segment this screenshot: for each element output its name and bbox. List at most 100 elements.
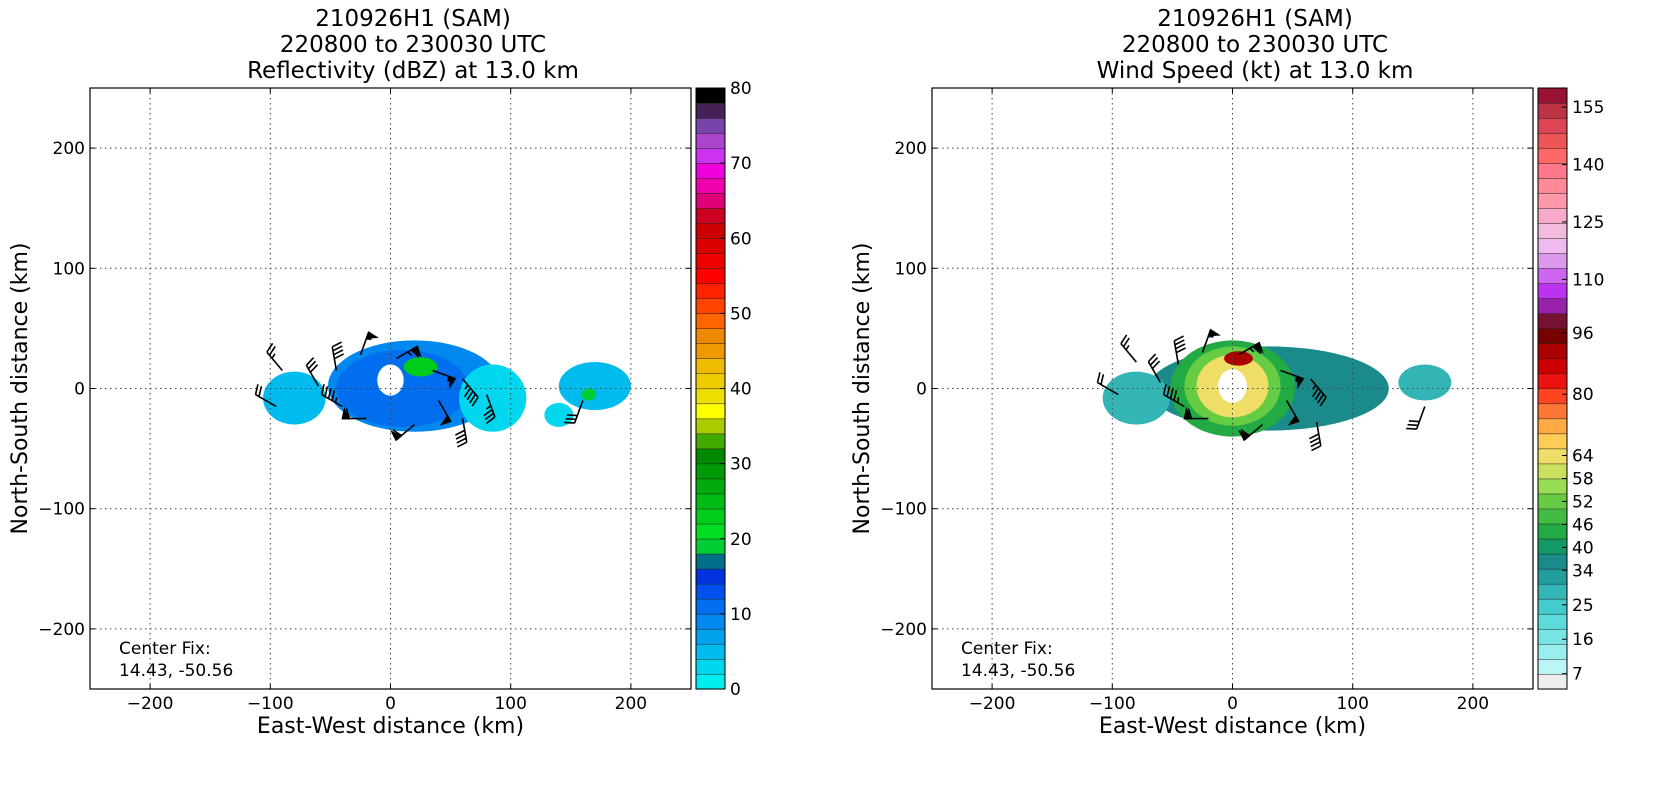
wind-barb: [1285, 400, 1300, 426]
barb-full: [471, 396, 479, 407]
colorbar-segment: [1537, 478, 1568, 495]
wind-barb: [1238, 341, 1264, 356]
barb-flag: [365, 331, 379, 339]
colorbar-segment: [1537, 268, 1568, 284]
y-tick-label: −200: [880, 620, 927, 640]
barb-flag: [1207, 328, 1221, 337]
colorbar-segment: [695, 298, 726, 314]
colorbar-segment: [1537, 87, 1568, 104]
colorbar-segment: [1537, 598, 1568, 615]
barb-full: [1240, 429, 1250, 437]
barb-full: [1311, 445, 1322, 452]
barb-staff: [573, 400, 584, 424]
barb-full: [1162, 384, 1167, 395]
barb-full: [566, 414, 578, 417]
colorbar-tick-label: 40: [730, 380, 752, 400]
field-cell: [581, 388, 597, 401]
barb-full: [333, 353, 345, 360]
field-cell: [1102, 371, 1170, 425]
colorbar-tick-label: 125: [1572, 213, 1604, 233]
field-cell: [459, 364, 527, 432]
x-tick-label: 0: [1227, 694, 1238, 714]
colorbar-tick-label: 80: [1572, 385, 1594, 405]
barb-flag: [1238, 430, 1251, 442]
wind-barb: [437, 400, 452, 426]
y-tick-label: 0: [74, 380, 85, 400]
wind-barb: [1309, 422, 1322, 452]
wind-speed-chart: −200 −100 0 100 200 200 100 0 −100 −200 East-West …: [850, 87, 1604, 739]
wind-barb: [359, 331, 379, 356]
barb-full: [345, 408, 351, 419]
wind-barb: [462, 378, 479, 407]
barb-full: [333, 349, 344, 356]
barb-full: [456, 437, 467, 444]
barb-flag: [410, 345, 422, 358]
colorbar-segment: [695, 403, 726, 420]
wind-barb: [390, 423, 416, 442]
colorbar-segment: [695, 192, 726, 209]
x-tick-label: 100: [1336, 694, 1368, 714]
wind-barb: [396, 345, 422, 360]
title-line-time: 220800 to 230030 UTC: [279, 32, 547, 58]
colorbar-segment: [1537, 132, 1568, 149]
colorbar-segment: [695, 463, 726, 480]
grid: [90, 88, 691, 689]
barb-full: [1317, 393, 1325, 404]
y-axis-label: North-South distance (km): [8, 243, 33, 535]
barb-flag: [1287, 414, 1300, 426]
barb-full: [1175, 347, 1187, 354]
colorbar-segment: [695, 328, 726, 344]
barb-full: [1175, 343, 1186, 350]
colorbar-segment: [695, 117, 726, 134]
wind-barb: [483, 394, 496, 424]
colorbar-segment: [695, 553, 726, 570]
barb-staff: [305, 364, 320, 387]
x-tick-label: 200: [1457, 694, 1489, 714]
y-tick-label: 100: [53, 259, 85, 279]
barb-full: [1310, 441, 1321, 448]
barb-half: [1125, 344, 1130, 351]
wind-barb: [320, 384, 343, 408]
barb-full: [1408, 420, 1420, 423]
colorbar-tick-label: 52: [1572, 492, 1594, 512]
field-cell: [403, 357, 438, 377]
barb-staff: [1173, 340, 1180, 365]
colorbar-segment: [695, 508, 726, 525]
barb-half: [486, 405, 492, 410]
center-fix-annotation: 14.43, -50.56: [961, 661, 1075, 681]
wind-barb: [455, 418, 468, 448]
barb-half: [1176, 397, 1180, 403]
axes: −200 −100 0 100 200 200 100 0 −100 −200 East-West …: [8, 88, 691, 739]
colorbar-segment: [1537, 658, 1568, 675]
colorbar-segment: [695, 87, 726, 104]
colorbar-segment: [695, 628, 726, 645]
wind-barb: [331, 341, 345, 371]
colorbar-segment: [695, 538, 726, 555]
colorbar-tick-label: 20: [730, 530, 752, 550]
colorbar-segment: [1537, 328, 1568, 344]
wind-barb: [1096, 372, 1119, 396]
barb-full: [1122, 337, 1130, 348]
colorbar-segment: [695, 162, 726, 179]
barb-full: [254, 384, 259, 395]
chart-title: 210926H1 (SAM) 220800 to 230030 UTC Refl…: [95, 6, 731, 84]
colorbar-segment: [1537, 253, 1568, 269]
colorbar-segment: [695, 343, 726, 359]
barb-half: [1295, 376, 1298, 382]
barb-full: [324, 386, 329, 397]
colorbar-segment: [695, 598, 726, 615]
colorbar-tick-label: 46: [1572, 515, 1594, 535]
colorbar-segment: [695, 643, 726, 660]
colorbar-segment: [1537, 102, 1568, 119]
colorbar-segment: [1537, 192, 1568, 209]
colorbar-segment: [695, 268, 726, 284]
x-axis-label: East-West distance (km): [1099, 714, 1366, 739]
barb-full: [305, 357, 315, 366]
barb-full: [1406, 427, 1417, 430]
colorbar-segment: [1537, 162, 1568, 179]
colorbar-segment: [1537, 448, 1568, 465]
barb-full: [392, 429, 402, 437]
field-cell: [263, 371, 326, 425]
barb-full: [1252, 345, 1262, 355]
barb-full: [564, 421, 575, 424]
